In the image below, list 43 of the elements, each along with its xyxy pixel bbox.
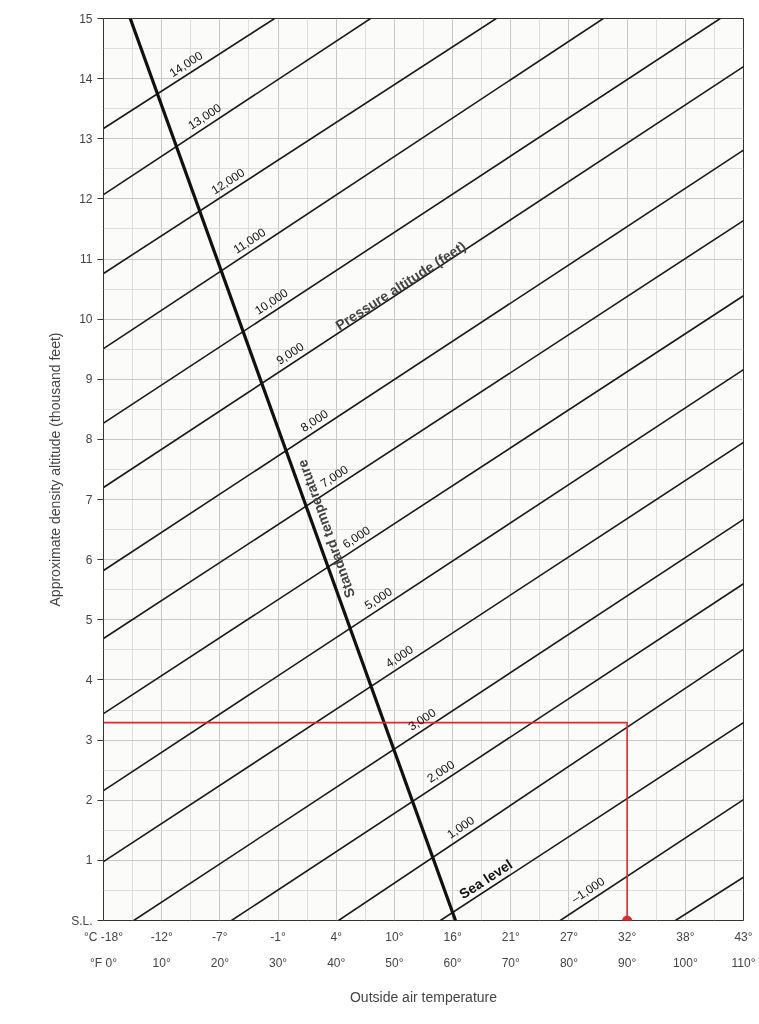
x2-tick-label: °C -18° [84, 929, 124, 944]
x-tick-label: 90° [618, 955, 637, 970]
x-tick-label: °F 0° [90, 955, 118, 970]
x-tick-label: 10° [152, 955, 171, 970]
y-tick-label: 6 [85, 552, 93, 567]
y-tick-label: 3 [85, 733, 93, 748]
x-tick-label: 100° [672, 955, 698, 970]
x-tick-label: 60° [443, 955, 462, 970]
x2-tick-label: -12° [150, 929, 173, 944]
x2-tick-label: 38° [676, 929, 695, 944]
x-axis-title: Outside air temperature [349, 988, 498, 1005]
x2-tick-label: -7° [212, 929, 228, 944]
x-tick-label: 40° [327, 955, 346, 970]
x-tick-label: 110° [731, 955, 756, 970]
x-tick-label: 20° [210, 955, 230, 970]
y-tick-label: 9 [85, 372, 93, 387]
y-tick-label: 5 [85, 612, 93, 627]
x2-tick-label: 16° [443, 929, 462, 944]
x2-tick-label: 10° [385, 929, 404, 944]
text: 4,000 [382, 642, 416, 671]
x-tick-label: 50° [385, 955, 404, 970]
x2-tick-label: 4° [330, 929, 343, 944]
y-tick-label: 11 [80, 252, 93, 267]
x2-tick-label: 32° [618, 929, 637, 944]
y-tick-label: 15 [79, 11, 93, 26]
x2-tick-label: 43° [734, 929, 753, 944]
x2-tick-label: -1° [270, 929, 287, 944]
y-axis-title: Approximate density altitude (thousand feet) [47, 332, 64, 607]
y-tick-label: 14 [79, 71, 93, 86]
y-tick-label: 8 [85, 432, 93, 447]
x-tick-label: 70° [501, 955, 521, 970]
y-tick-label: 7 [85, 492, 93, 507]
y-tick-label: 13 [79, 131, 93, 146]
y-tick-label: 4 [85, 672, 93, 687]
x2-tick-label: 27° [559, 929, 579, 944]
y-tick-label: 1 [85, 853, 93, 868]
x-tick-label: 30° [268, 955, 288, 970]
y-tick-label: 12 [79, 191, 93, 206]
y-tick-label: 10 [79, 312, 93, 327]
x-tick-label: 80° [559, 955, 579, 970]
y-tick-label: S.L. [71, 913, 93, 928]
y-tick-label: 2 [85, 793, 93, 808]
x2-tick-label: 21° [501, 929, 521, 944]
